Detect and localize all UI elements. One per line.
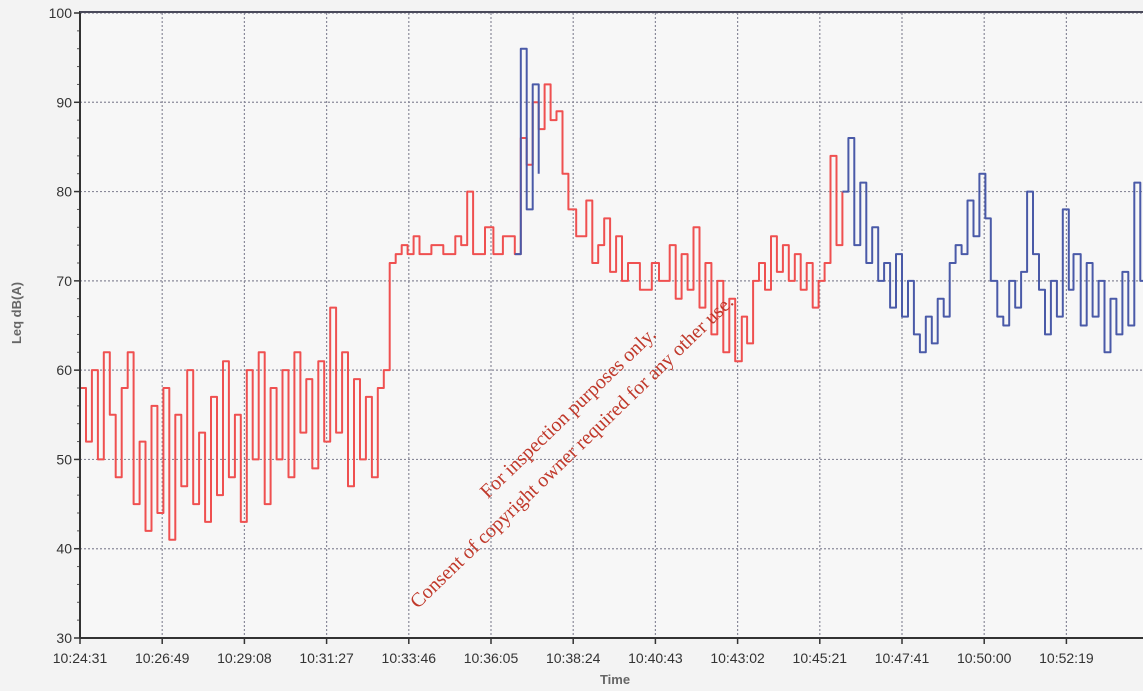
y-tick-label: 40: [56, 541, 72, 557]
x-tick-label: 10:43:02: [710, 650, 765, 666]
y-tick-label: 60: [56, 362, 72, 378]
y-tick-label: 30: [56, 630, 72, 646]
plot-background: [80, 13, 1143, 638]
axes-layer: [74, 11, 1143, 644]
x-tick-label: 10:36:05: [464, 650, 519, 666]
y-tick-label: 80: [56, 184, 72, 200]
x-tick-label: 10:26:49: [135, 650, 190, 666]
y-tick-label: 100: [49, 5, 73, 21]
series-2-line: [514, 47, 540, 256]
y-axis-title: Leq dB(A): [9, 282, 24, 344]
x-tick-label: 10:40:43: [628, 650, 683, 666]
x-tick-label: 10:31:27: [299, 650, 354, 666]
series-2-line: [842, 137, 1143, 354]
x-tick-label: 10:50:00: [957, 650, 1012, 666]
x-tick-label: 10:47:41: [875, 650, 930, 666]
x-tick-label: 10:33:46: [382, 650, 437, 666]
y-tick-label: 70: [56, 273, 72, 289]
x-tick-label: 10:52:19: [1039, 650, 1094, 666]
x-tick-label: 10:29:08: [217, 650, 272, 666]
x-axis-title: Time: [600, 672, 630, 687]
series-1-line: [80, 83, 844, 541]
y-tick-label: 50: [56, 451, 72, 467]
x-tick-label: 10:45:21: [793, 650, 848, 666]
x-tick-label: 10:38:24: [546, 650, 601, 666]
series-layer: [80, 47, 1143, 541]
labels-layer: 30 40 50 60 70 80 90 100 10:24:31 10:26:49 10:29:0…: [49, 5, 1094, 666]
x-tick-label: 10:24:31: [53, 650, 108, 666]
y-tick-label: 90: [56, 94, 72, 110]
